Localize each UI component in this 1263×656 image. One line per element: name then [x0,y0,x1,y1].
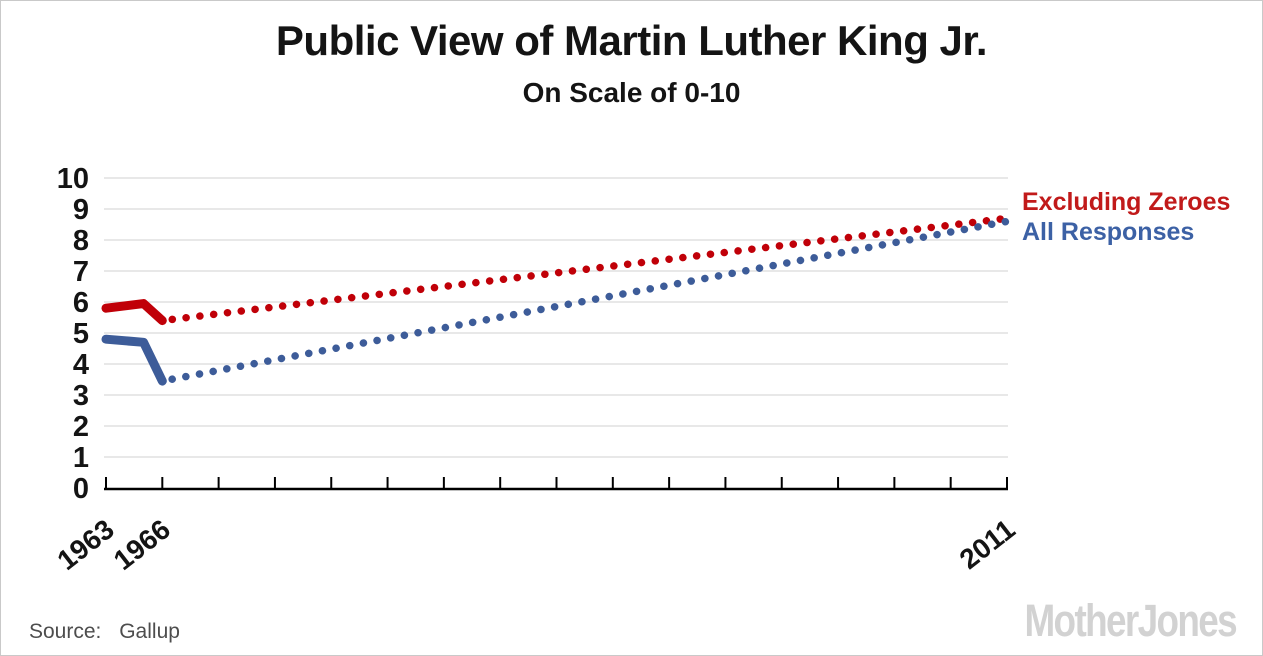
mother-jones-logo: MotherJones [1024,595,1237,646]
source-label: Source: [29,620,102,643]
x-axis-tick-label: 2011 [954,513,1021,575]
y-axis-tick-label: 1 [73,442,89,474]
series-solid-line [101,334,167,386]
source-value: Gallup [119,620,180,643]
series-dotted-line [158,217,1011,385]
x-axis-tick-label: 1963 [52,513,120,576]
series-dotted-line [158,214,1011,325]
chart-subtitle: On Scale of 0-10 [522,77,741,108]
y-axis-tick-label: 7 [73,256,89,288]
y-axis-tick-label: 9 [73,194,89,226]
y-axis-tick-label: 6 [73,287,89,319]
y-axis-tick-label: 2 [73,411,89,443]
y-axis-tick-label: 3 [73,380,89,412]
y-axis-tick-label: 0 [73,473,89,505]
y-axis-tick-label: 8 [73,225,89,257]
legend-item-all-responses: All Responses [1022,218,1195,246]
y-axis-tick-label: 4 [73,349,89,381]
series-solid-line [101,299,167,326]
chart-title: Public View of Martin Luther King Jr. [275,17,988,64]
chart-legend: Excluding Zeroes All Responses [1022,187,1230,247]
x-axis-tick-label: 1966 [108,513,176,576]
y-axis-tick-label: 10 [57,163,89,195]
legend-item-excluding-zeroes: Excluding Zeroes [1022,188,1231,216]
source-caption: Source: Gallup [29,620,180,644]
y-axis-tick-label: 5 [73,318,89,350]
